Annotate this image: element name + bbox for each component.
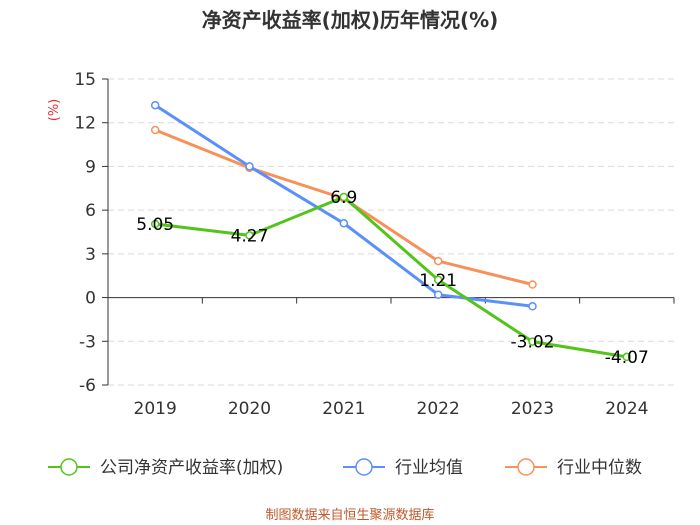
legend-label: 行业均值 bbox=[395, 458, 463, 478]
y-tick-label: 15 bbox=[74, 70, 96, 90]
y-tick-label: -3 bbox=[79, 332, 96, 352]
series-0-point bbox=[245, 231, 254, 240]
x-tick-label: 2019 bbox=[134, 399, 177, 419]
series-0-point bbox=[528, 337, 537, 346]
series-2-point bbox=[528, 280, 537, 289]
data-label: 4.27 bbox=[231, 226, 269, 246]
series-2-point bbox=[433, 256, 443, 266]
y-tick-label: 3 bbox=[85, 245, 96, 265]
series-layer bbox=[150, 100, 632, 362]
x-tick-label: 2021 bbox=[322, 399, 365, 419]
data-label: 1.21 bbox=[419, 271, 457, 291]
y-axis-unit-label: (%) bbox=[47, 99, 62, 122]
x-tick-label: 2023 bbox=[511, 399, 554, 419]
axes: 15 12 9 6 3 0 -3 -6 2019 2020 2021 2022 2023 2024 bbox=[74, 70, 675, 419]
series-0-point bbox=[339, 192, 349, 202]
series-2-point bbox=[150, 125, 160, 135]
y-tick-label: 6 bbox=[85, 201, 96, 221]
series-1-point bbox=[245, 162, 254, 171]
series-1-point bbox=[528, 302, 537, 311]
y-tick-label: 9 bbox=[85, 157, 96, 177]
data-label: 5.05 bbox=[136, 215, 174, 235]
series-1-point bbox=[150, 100, 160, 110]
grid-lines bbox=[108, 78, 674, 386]
data-labels: 5.05 4.27 6.9 1.21 -3.02 -4.07 bbox=[136, 188, 649, 368]
series-1-point bbox=[339, 219, 349, 228]
legend-marker bbox=[60, 458, 78, 476]
y-tick-label: -6 bbox=[79, 376, 96, 396]
legend-marker bbox=[517, 458, 535, 476]
legend: 公司净资产收益率(加权) 行业均值 行业中位数 bbox=[48, 458, 642, 478]
data-label: -3.02 bbox=[511, 333, 555, 353]
series-0-point bbox=[622, 352, 632, 362]
x-tick-label: 2022 bbox=[417, 399, 460, 419]
source-note: 制图数据来自恒生聚源数据库 bbox=[265, 507, 434, 523]
chart-title: 净资产收益率(加权)历年情况(%) bbox=[202, 8, 499, 32]
y-tick-label: 12 bbox=[74, 114, 96, 134]
y-tick-label: 0 bbox=[85, 289, 96, 309]
x-tick-label: 2024 bbox=[605, 399, 648, 419]
data-label: 6.9 bbox=[330, 188, 357, 208]
series-line-0 bbox=[155, 195, 628, 359]
legend-label: 行业中位数 bbox=[557, 458, 642, 478]
x-tick-label: 2020 bbox=[228, 399, 271, 419]
series-0-point bbox=[150, 219, 160, 229]
data-label: -4.07 bbox=[605, 348, 649, 368]
legend-marker bbox=[355, 458, 373, 476]
legend-label: 公司净资产收益率(加权) bbox=[100, 458, 283, 478]
series-0-point bbox=[433, 275, 443, 285]
series-1-point bbox=[433, 290, 443, 299]
